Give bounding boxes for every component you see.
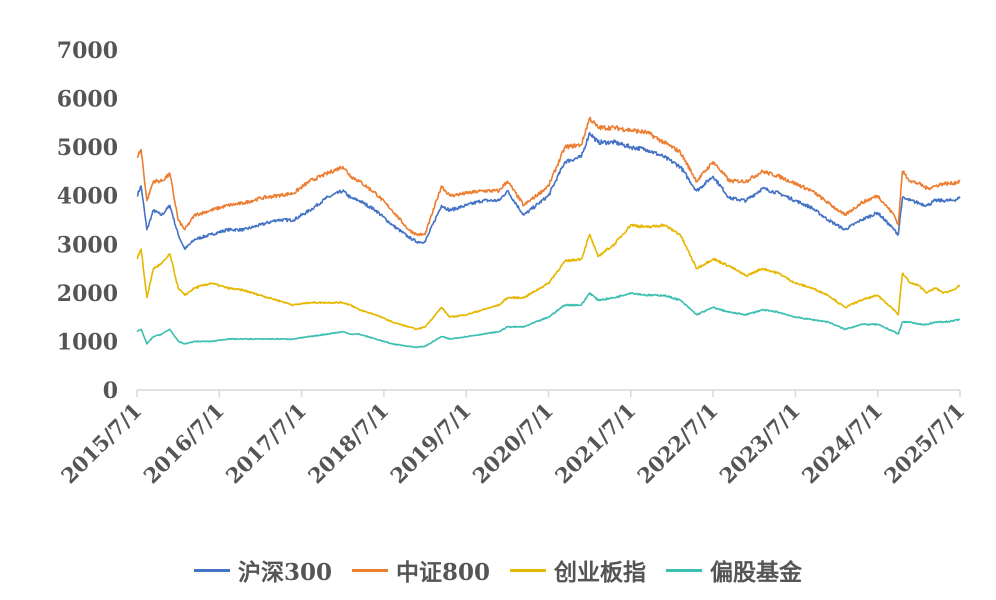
series-line-3 — [136, 292, 961, 349]
x-tick-label: 2023/7/1 — [714, 398, 805, 489]
y-tick-label: 0 — [103, 378, 118, 404]
x-tick-label: 2019/7/1 — [385, 398, 476, 489]
x-tick-label: 2021/7/1 — [550, 398, 641, 489]
legend-swatch — [510, 568, 547, 572]
chart-legend: 沪深300 中证800 创业板指 偏股基金 — [0, 548, 996, 592]
x-tick-label: 2024/7/1 — [797, 398, 888, 489]
legend-label: 创业板指 — [554, 559, 647, 586]
x-tick-label: 2015/7/1 — [56, 398, 147, 489]
x-tick-label: 2016/7/1 — [138, 398, 229, 489]
x-tick-label: 2025/7/1 — [879, 398, 970, 489]
y-tick-label: 6000 — [57, 87, 118, 113]
legend-item: 沪深300 — [193, 553, 332, 587]
series-lines — [136, 116, 961, 349]
legend-label: 偏股基金 — [710, 559, 803, 586]
y-tick-label: 7000 — [57, 38, 118, 64]
legend-item: 创业板指 — [510, 553, 646, 587]
legend-swatch — [352, 568, 388, 572]
legend-item: 中证800 — [352, 553, 490, 587]
legend-swatch — [193, 568, 230, 572]
x-tick-label: 2020/7/1 — [468, 398, 559, 489]
legend-label: 沪深300 — [237, 559, 332, 586]
legend-swatch — [666, 568, 703, 572]
y-tick-label: 3000 — [57, 232, 118, 258]
y-tick-label: 1000 — [57, 329, 118, 355]
legend-item: 偏股基金 — [666, 553, 802, 587]
x-axis-ticks: 2015/7/12016/7/12017/7/12018/7/12019/7/1… — [56, 390, 970, 488]
y-tick-label: 5000 — [57, 135, 118, 161]
x-tick-label: 2022/7/1 — [632, 398, 723, 489]
x-tick-label: 2017/7/1 — [221, 398, 312, 489]
legend-label: 中证800 — [396, 559, 491, 586]
y-axis-ticks: 0 1000 2000 3000 4000 5000 6000 7000 — [57, 38, 118, 404]
y-tick-label: 2000 — [57, 281, 118, 307]
y-tick-label: 4000 — [57, 184, 118, 210]
series-line-0 — [136, 131, 961, 250]
x-tick-label: 2018/7/1 — [303, 398, 394, 489]
series-line-2 — [136, 223, 961, 331]
series-line-1 — [136, 116, 961, 237]
